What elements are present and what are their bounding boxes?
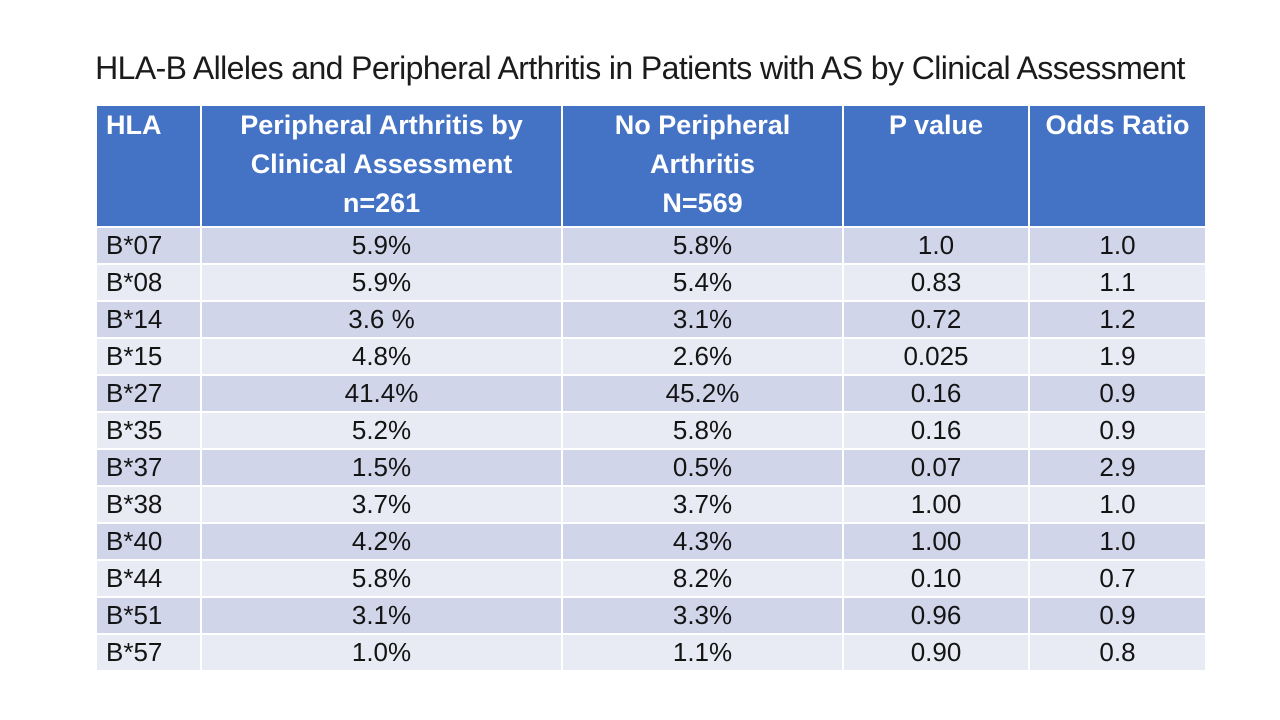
slide-title: HLA-B Alleles and Peripheral Arthritis i…: [95, 50, 1185, 86]
pa-pct-cell: 3.1%: [200, 596, 563, 635]
pa-pct-cell: 5.9%: [200, 263, 563, 302]
hla-cell: B*35: [95, 411, 202, 450]
p-value-cell: 0.10: [842, 559, 1030, 598]
hla-cell: B*27: [95, 374, 202, 413]
pa-pct-cell: 41.4%: [200, 374, 563, 413]
pa-pct-cell: 5.9%: [200, 226, 563, 265]
p-value-cell: 1.0: [842, 226, 1030, 265]
table-row: B*57 1.0% 1.1% 0.90 0.8: [95, 633, 1207, 672]
hla-cell: B*38: [95, 485, 202, 524]
hla-cell: B*57: [95, 633, 202, 672]
pa-pct-cell: 4.2%: [200, 522, 563, 561]
odds-ratio-cell: 0.9: [1028, 374, 1207, 413]
p-value-cell: 1.00: [842, 485, 1030, 524]
npa-pct-cell: 3.3%: [561, 596, 844, 635]
table-row: B*35 5.2% 5.8% 0.16 0.9: [95, 411, 1207, 450]
hla-cell: B*37: [95, 448, 202, 487]
p-value-cell: 0.83: [842, 263, 1030, 302]
npa-pct-cell: 4.3%: [561, 522, 844, 561]
npa-pct-cell: 2.6%: [561, 337, 844, 376]
odds-ratio-cell: 0.8: [1028, 633, 1207, 672]
npa-pct-cell: 5.4%: [561, 263, 844, 302]
pa-pct-cell: 3.6 %: [200, 300, 563, 339]
npa-pct-cell: 3.7%: [561, 485, 844, 524]
header-row: HLA Peripheral Arthritis by Clinical Ass…: [95, 104, 1207, 228]
table-row: B*40 4.2% 4.3% 1.00 1.0: [95, 522, 1207, 561]
pa-pct-cell: 5.2%: [200, 411, 563, 450]
table-row: B*37 1.5% 0.5% 0.07 2.9: [95, 448, 1207, 487]
hla-cell: B*51: [95, 596, 202, 635]
odds-ratio-cell: 1.0: [1028, 226, 1207, 265]
p-value-cell: 0.90: [842, 633, 1030, 672]
p-value-cell: 0.16: [842, 411, 1030, 450]
table-row: B*38 3.7% 3.7% 1.00 1.0: [95, 485, 1207, 524]
header-hla: HLA: [95, 104, 202, 228]
odds-ratio-cell: 1.0: [1028, 485, 1207, 524]
pa-pct-cell: 1.0%: [200, 633, 563, 672]
header-peripheral-arthritis: Peripheral Arthritis by Clinical Assessm…: [200, 104, 563, 228]
pa-pct-cell: 3.7%: [200, 485, 563, 524]
header-odds-ratio: Odds Ratio: [1028, 104, 1207, 228]
table-body: B*07 5.9% 5.8% 1.0 1.0 B*08 5.9% 5.4% 0.…: [95, 226, 1207, 672]
npa-pct-cell: 3.1%: [561, 300, 844, 339]
hla-cell: B*15: [95, 337, 202, 376]
pa-pct-cell: 4.8%: [200, 337, 563, 376]
hla-alleles-table: HLA Peripheral Arthritis by Clinical Ass…: [95, 104, 1207, 672]
odds-ratio-cell: 0.7: [1028, 559, 1207, 598]
table-row: B*44 5.8% 8.2% 0.10 0.7: [95, 559, 1207, 598]
odds-ratio-cell: 1.1: [1028, 263, 1207, 302]
odds-ratio-cell: 0.9: [1028, 411, 1207, 450]
p-value-cell: 0.025: [842, 337, 1030, 376]
hla-cell: B*14: [95, 300, 202, 339]
table-row: B*51 3.1% 3.3% 0.96 0.9: [95, 596, 1207, 635]
table-row: B*14 3.6 % 3.1% 0.72 1.2: [95, 300, 1207, 339]
npa-pct-cell: 45.2%: [561, 374, 844, 413]
p-value-cell: 0.72: [842, 300, 1030, 339]
p-value-cell: 0.16: [842, 374, 1030, 413]
pa-pct-cell: 1.5%: [200, 448, 563, 487]
header-p-value: P value: [842, 104, 1030, 228]
table-row: B*27 41.4% 45.2% 0.16 0.9: [95, 374, 1207, 413]
odds-ratio-cell: 1.0: [1028, 522, 1207, 561]
npa-pct-cell: 1.1%: [561, 633, 844, 672]
odds-ratio-cell: 0.9: [1028, 596, 1207, 635]
npa-pct-cell: 5.8%: [561, 411, 844, 450]
header-hla-label: HLA: [106, 110, 162, 140]
hla-cell: B*44: [95, 559, 202, 598]
table-header: HLA Peripheral Arthritis by Clinical Ass…: [95, 104, 1207, 228]
hla-cell: B*08: [95, 263, 202, 302]
p-value-cell: 1.00: [842, 522, 1030, 561]
hla-cell: B*40: [95, 522, 202, 561]
hla-cell: B*07: [95, 226, 202, 265]
table-row: B*15 4.8% 2.6% 0.025 1.9: [95, 337, 1207, 376]
header-no-peripheral-arthritis: No Peripheral Arthritis N=569: [561, 104, 844, 228]
table-row: B*08 5.9% 5.4% 0.83 1.1: [95, 263, 1207, 302]
table-row: B*07 5.9% 5.8% 1.0 1.0: [95, 226, 1207, 265]
npa-pct-cell: 0.5%: [561, 448, 844, 487]
odds-ratio-cell: 1.9: [1028, 337, 1207, 376]
pa-pct-cell: 5.8%: [200, 559, 563, 598]
p-value-cell: 0.07: [842, 448, 1030, 487]
npa-pct-cell: 8.2%: [561, 559, 844, 598]
p-value-cell: 0.96: [842, 596, 1030, 635]
odds-ratio-cell: 1.2: [1028, 300, 1207, 339]
odds-ratio-cell: 2.9: [1028, 448, 1207, 487]
npa-pct-cell: 5.8%: [561, 226, 844, 265]
